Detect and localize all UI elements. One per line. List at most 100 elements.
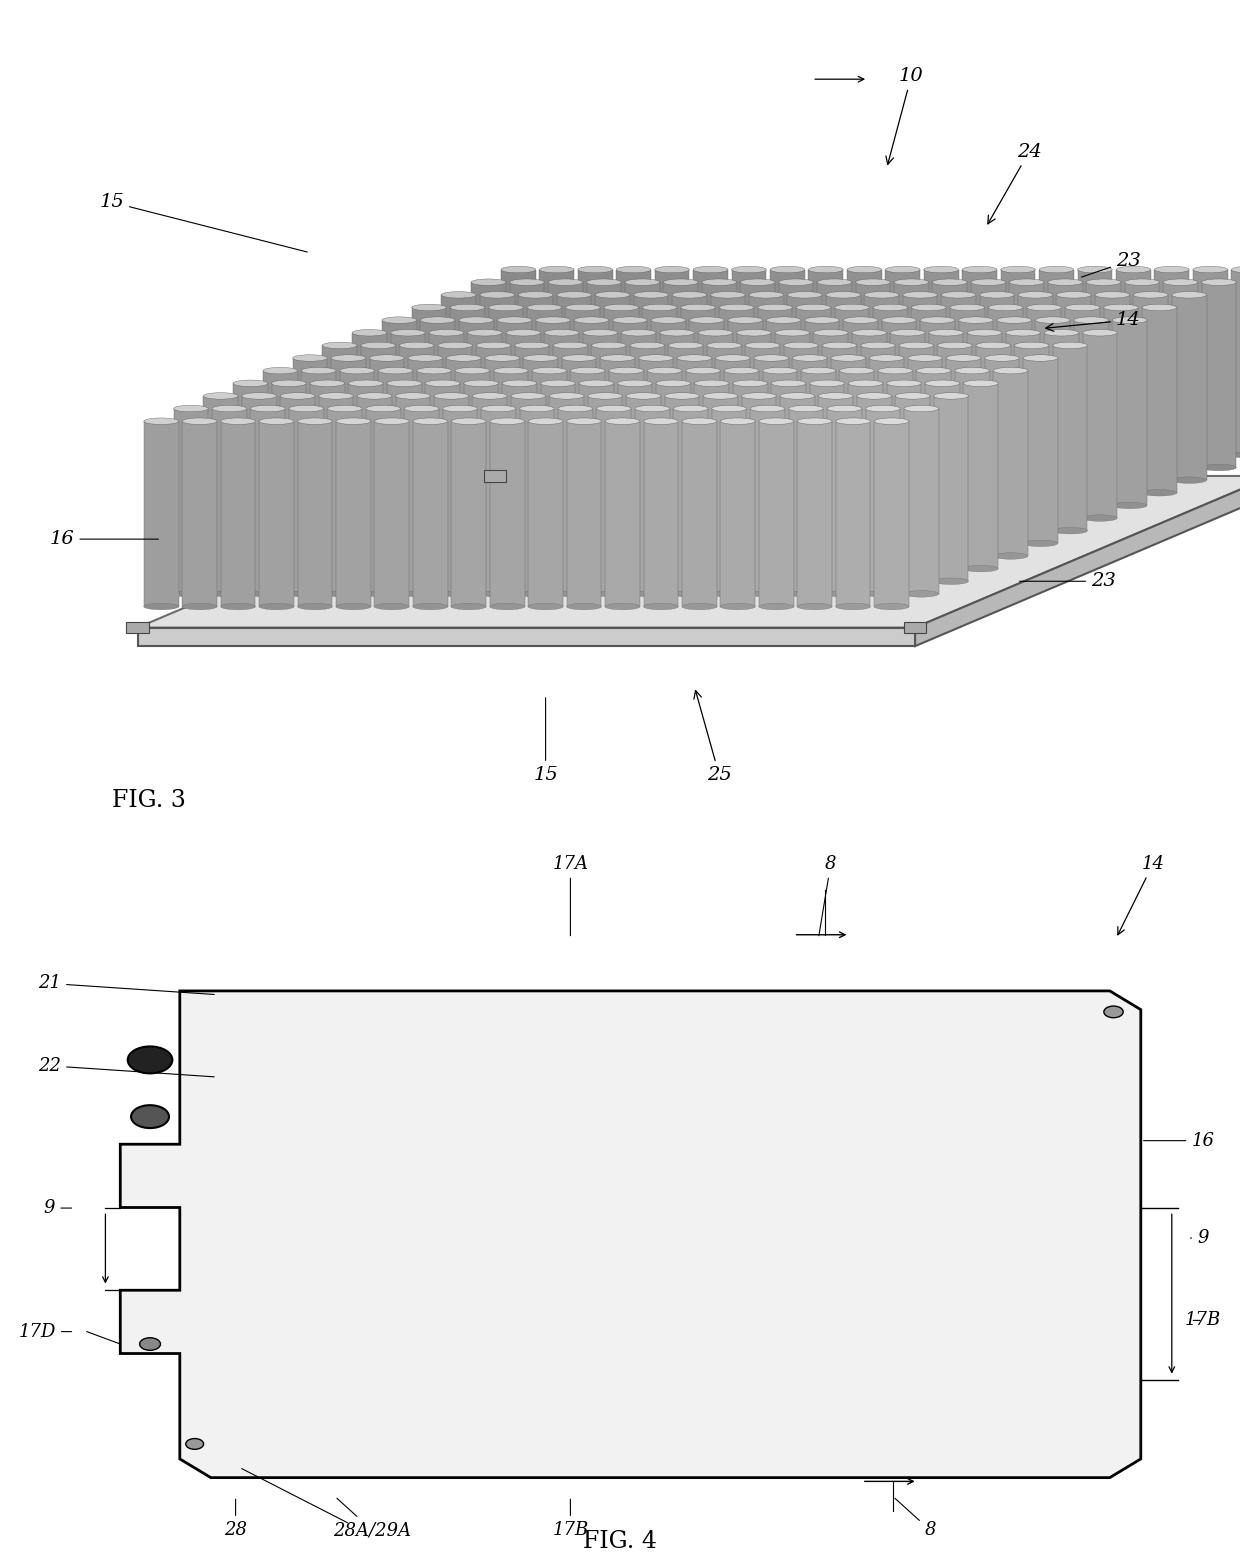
Ellipse shape (501, 267, 536, 273)
Ellipse shape (899, 342, 934, 348)
Ellipse shape (459, 502, 494, 509)
Ellipse shape (221, 604, 255, 610)
Ellipse shape (686, 368, 720, 374)
Polygon shape (758, 307, 792, 493)
Ellipse shape (625, 279, 660, 285)
Polygon shape (826, 295, 861, 480)
Ellipse shape (1231, 267, 1240, 273)
Ellipse shape (771, 565, 806, 573)
Ellipse shape (750, 406, 785, 412)
Ellipse shape (1001, 267, 1035, 273)
Ellipse shape (446, 354, 481, 362)
Polygon shape (962, 270, 997, 456)
Ellipse shape (485, 540, 520, 546)
Ellipse shape (1014, 342, 1049, 348)
Ellipse shape (438, 527, 472, 534)
Polygon shape (745, 345, 780, 530)
Polygon shape (523, 359, 558, 543)
Polygon shape (703, 396, 738, 582)
Polygon shape (567, 421, 601, 607)
Polygon shape (399, 345, 434, 530)
Polygon shape (904, 409, 939, 594)
Ellipse shape (635, 406, 670, 412)
Ellipse shape (404, 591, 439, 597)
Polygon shape (899, 345, 934, 530)
Polygon shape (1142, 307, 1177, 493)
Text: 14: 14 (1117, 855, 1164, 934)
Ellipse shape (635, 591, 670, 597)
Ellipse shape (203, 579, 238, 585)
Ellipse shape (480, 477, 515, 484)
Polygon shape (733, 384, 768, 568)
Ellipse shape (771, 381, 806, 387)
Ellipse shape (733, 565, 768, 573)
Ellipse shape (1095, 477, 1130, 484)
Ellipse shape (732, 452, 766, 459)
Ellipse shape (988, 304, 1023, 310)
Polygon shape (946, 359, 981, 543)
Ellipse shape (182, 604, 217, 610)
Ellipse shape (412, 490, 446, 496)
Polygon shape (412, 307, 446, 493)
Ellipse shape (836, 418, 870, 424)
Ellipse shape (331, 354, 366, 362)
Ellipse shape (810, 381, 844, 387)
Circle shape (140, 1338, 160, 1351)
Ellipse shape (1078, 452, 1112, 459)
Polygon shape (644, 421, 678, 607)
Ellipse shape (1074, 502, 1109, 509)
Ellipse shape (382, 317, 417, 323)
Ellipse shape (630, 527, 665, 534)
Polygon shape (698, 332, 733, 518)
Ellipse shape (1053, 342, 1087, 348)
Polygon shape (233, 384, 268, 568)
Polygon shape (562, 359, 596, 543)
Polygon shape (120, 991, 1141, 1477)
Polygon shape (742, 396, 776, 582)
Ellipse shape (831, 540, 866, 546)
Ellipse shape (1193, 452, 1228, 459)
Ellipse shape (693, 452, 728, 459)
Polygon shape (976, 345, 1011, 530)
Ellipse shape (856, 279, 890, 285)
Polygon shape (856, 282, 890, 468)
Polygon shape (310, 384, 345, 568)
Polygon shape (626, 396, 661, 582)
Polygon shape (861, 345, 895, 530)
Ellipse shape (843, 317, 878, 323)
Polygon shape (464, 384, 498, 568)
Polygon shape (497, 320, 532, 505)
Polygon shape (417, 371, 451, 555)
Ellipse shape (370, 354, 404, 362)
Ellipse shape (796, 304, 831, 310)
Polygon shape (408, 359, 443, 543)
Ellipse shape (959, 502, 993, 509)
Polygon shape (515, 345, 549, 530)
Polygon shape (1035, 320, 1070, 505)
Ellipse shape (1133, 477, 1168, 484)
Ellipse shape (506, 329, 541, 335)
Ellipse shape (887, 381, 921, 387)
Ellipse shape (511, 579, 546, 585)
Polygon shape (959, 320, 993, 505)
Polygon shape (1044, 332, 1079, 518)
Polygon shape (822, 345, 857, 530)
Ellipse shape (548, 465, 583, 471)
Ellipse shape (541, 381, 575, 387)
Polygon shape (485, 359, 520, 543)
Ellipse shape (899, 527, 934, 534)
Ellipse shape (567, 604, 601, 610)
Ellipse shape (885, 452, 920, 459)
Ellipse shape (434, 393, 469, 399)
Ellipse shape (934, 393, 968, 399)
Polygon shape (361, 345, 396, 530)
Ellipse shape (878, 368, 913, 374)
Ellipse shape (668, 342, 703, 348)
Ellipse shape (280, 579, 315, 585)
Ellipse shape (1014, 527, 1049, 534)
Ellipse shape (766, 317, 801, 323)
Polygon shape (993, 371, 1028, 555)
Polygon shape (1014, 345, 1049, 530)
Ellipse shape (660, 515, 694, 521)
Ellipse shape (1104, 490, 1138, 496)
